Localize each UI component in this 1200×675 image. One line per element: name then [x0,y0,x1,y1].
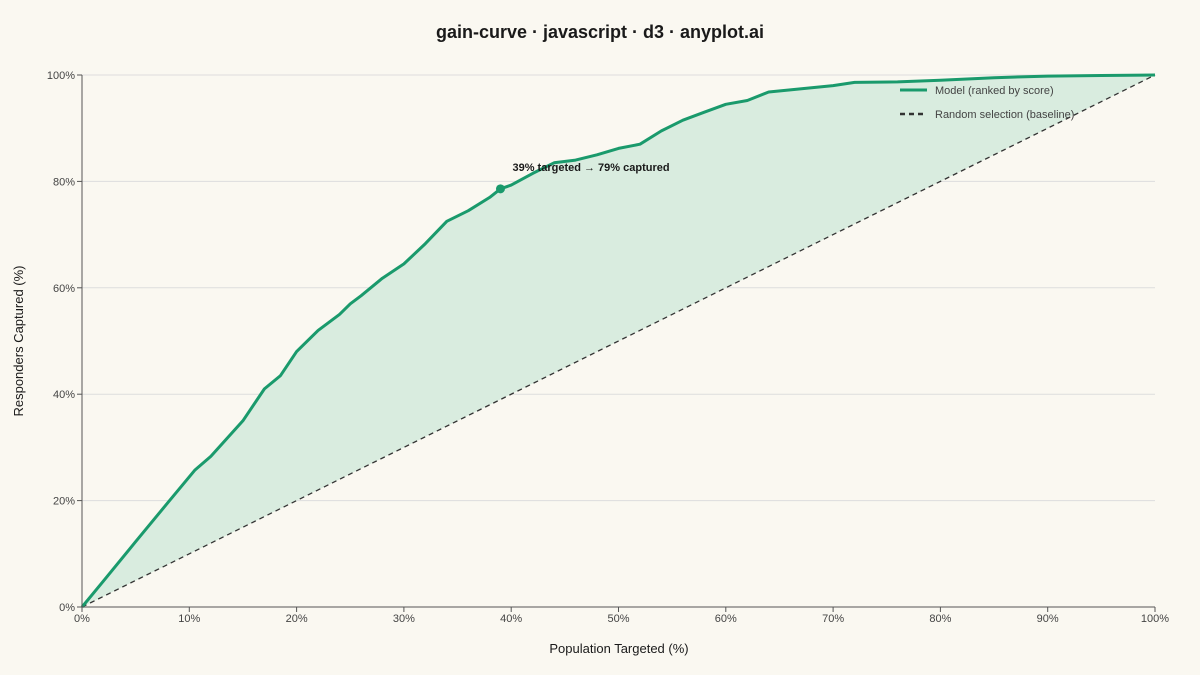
y-axis-label: Responders Captured (%) [11,265,26,416]
x-tick-label: 30% [393,613,415,625]
x-tick-label: 40% [500,613,522,625]
x-tick-label: 10% [178,613,200,625]
y-tick-label: 40% [53,389,75,401]
x-tick-label: 70% [822,613,844,625]
x-tick-label: 100% [1141,613,1169,625]
annotation-point [495,184,505,194]
x-axis-label: Population Targeted (%) [549,641,688,656]
model-series-line [80,73,1156,608]
x-tick-label: 20% [286,613,308,625]
x-tick-label: 90% [1037,613,1059,625]
y-tick-label: 80% [53,176,75,188]
x-tick-label: 50% [607,613,629,625]
y-tick-label: 100% [47,70,75,82]
plot-area: 0% 20% 40% 60% 80% 100% 0% 10% 20% 30% 40% 50% 60% 70… [47,70,1169,625]
x-tick-label: 80% [929,613,951,625]
chart-title: gain-curve · javascript · d3 · anyplot.a… [436,22,764,42]
y-tick-label: 60% [53,283,75,295]
legend-model-label: Model (ranked by score) [935,85,1054,97]
legend-baseline-label: Random selection (baseline) [935,109,1074,121]
baseline-series-line [81,74,1156,608]
y-tick-label: 0% [59,602,75,614]
x-tick-label: 60% [715,613,737,625]
annotation-label: 39% targeted → 79% captured [512,162,669,174]
x-tick-label: 0% [74,613,90,625]
y-tick-label: 20% [53,496,75,508]
